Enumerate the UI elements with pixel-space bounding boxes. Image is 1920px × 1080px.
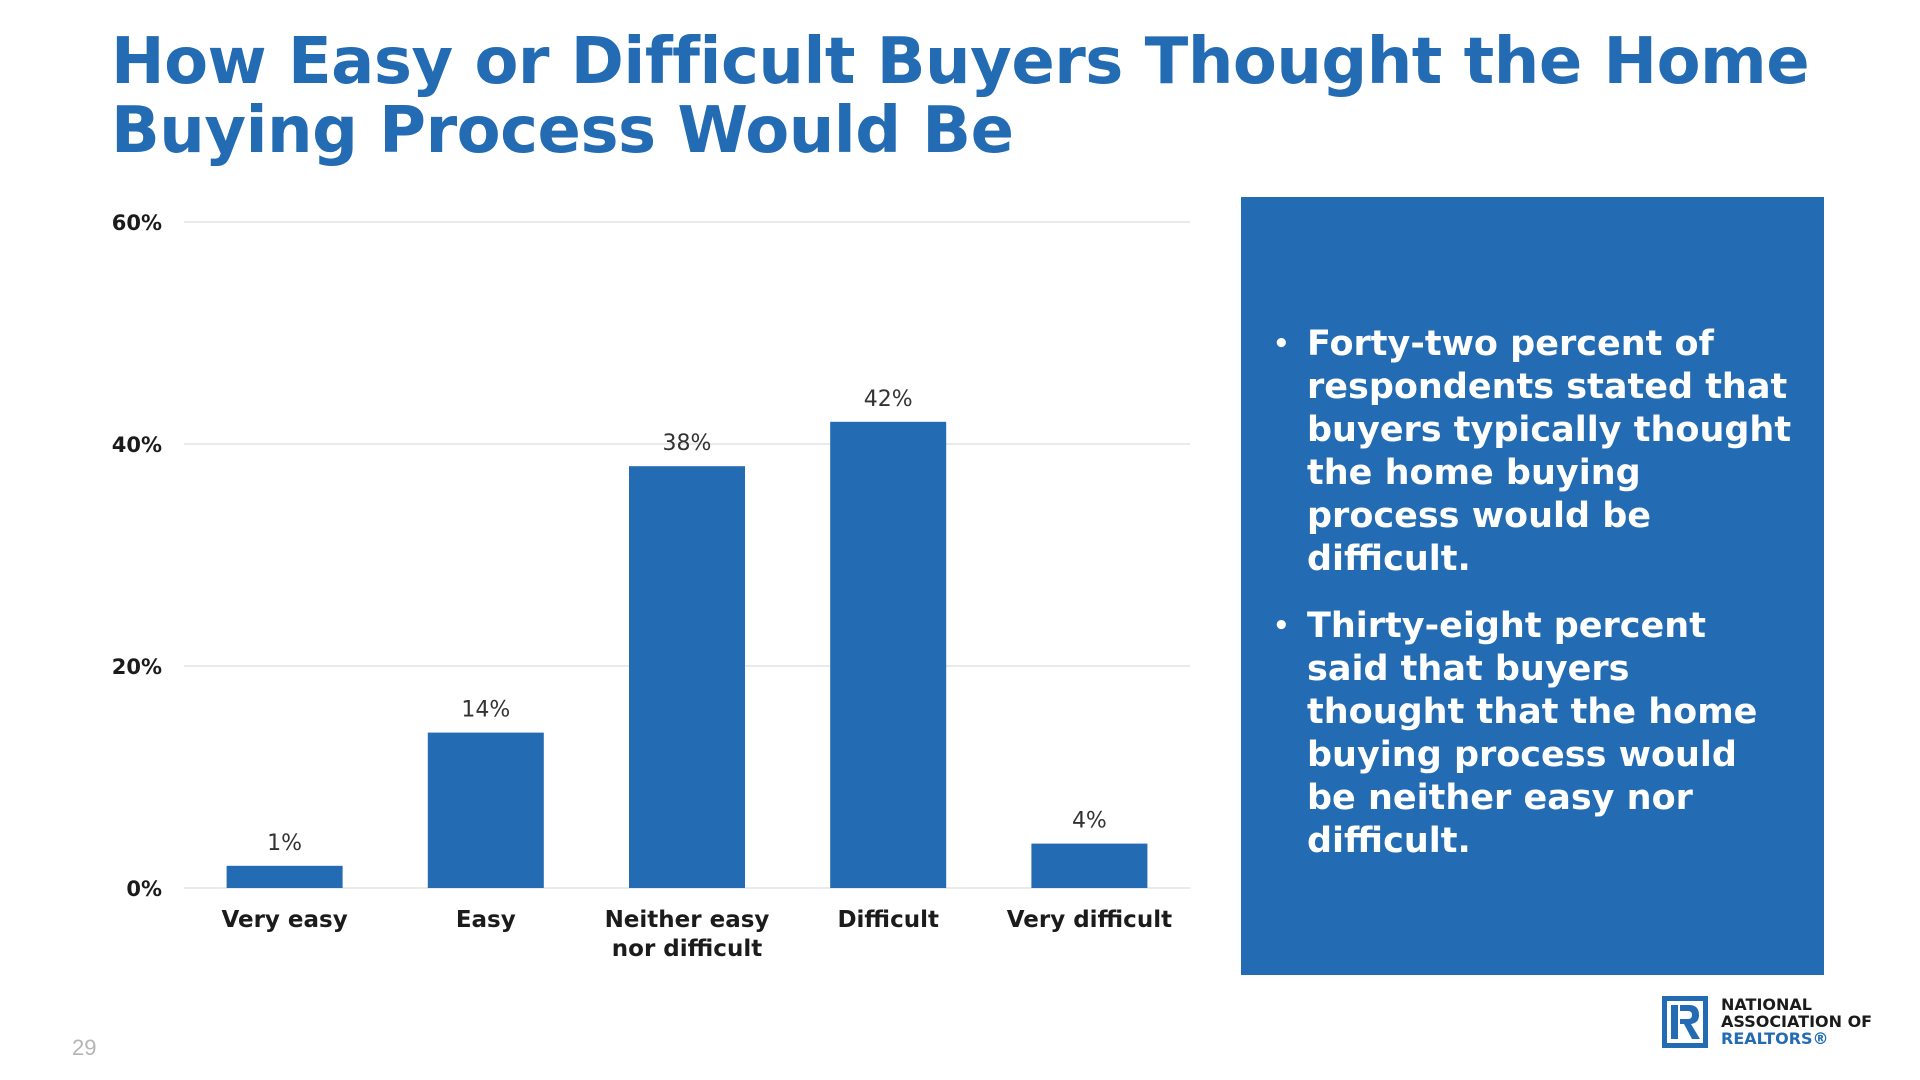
data-label: 4% bbox=[1072, 809, 1107, 834]
bullet-dot-icon: • bbox=[1273, 611, 1290, 641]
x-tick-label-line: nor difficult bbox=[612, 936, 762, 962]
bar-chart: 0% 20% 40% 60% 1% Very easy 14% Easy 38% Neither … bbox=[112, 211, 1190, 962]
callout-box: • Forty-two percent of respondents state… bbox=[1241, 197, 1824, 975]
bar-very-difficult bbox=[1031, 843, 1148, 888]
x-tick-label: Very easy bbox=[221, 907, 347, 933]
x-tick-label-line: Easy bbox=[456, 907, 516, 933]
x-tick-label-line: Difficult bbox=[837, 907, 939, 933]
logo-line-3: REALTORS® bbox=[1721, 1029, 1829, 1048]
x-tick-label: Easy bbox=[456, 907, 516, 933]
data-label: 1% bbox=[267, 831, 302, 856]
callout-bullet-list: • Forty-two percent of respondents state… bbox=[1271, 323, 1794, 863]
realtor-r-logo-icon bbox=[1662, 996, 1708, 1048]
x-tick-label-line: Neither easy bbox=[605, 907, 770, 933]
logo-line-2: ASSOCIATION OF bbox=[1721, 1012, 1873, 1031]
y-tick-label: 60% bbox=[112, 211, 162, 235]
nar-logo: NATIONAL ASSOCIATION OF REALTORS® bbox=[1662, 996, 1892, 1052]
data-label: 38% bbox=[663, 431, 712, 456]
bar-neither-easy-nor-difficult bbox=[629, 466, 745, 888]
x-tick-label: Very difficult bbox=[1007, 907, 1172, 933]
page-number: 29 bbox=[72, 1035, 97, 1060]
data-label: 42% bbox=[864, 387, 913, 412]
y-tick-label: 40% bbox=[112, 433, 162, 457]
bar-easy bbox=[427, 732, 544, 888]
x-tick-label-line: Very easy bbox=[221, 907, 347, 933]
y-tick-label: 0% bbox=[126, 877, 162, 901]
callout-bullet: • Thirty-eight percent said that buyers … bbox=[1271, 605, 1794, 863]
callout-bullet: • Forty-two percent of respondents state… bbox=[1271, 323, 1794, 581]
slide-title: How Easy or Difficult Buyers Thought the… bbox=[111, 25, 1810, 168]
y-tick-label: 20% bbox=[112, 655, 162, 679]
x-tick-label: Neither easy nor difficult bbox=[605, 907, 770, 962]
bar-very-easy bbox=[226, 865, 343, 888]
x-tick-label: Difficult bbox=[837, 907, 939, 933]
callout-bullet-text: Thirty-eight percent said that buyers th… bbox=[1307, 606, 1758, 861]
callout-bullet-text: Forty-two percent of respondents stated … bbox=[1307, 324, 1792, 579]
data-label: 14% bbox=[461, 698, 510, 723]
bullet-dot-icon: • bbox=[1273, 329, 1290, 359]
logo-line-1: NATIONAL bbox=[1721, 995, 1812, 1014]
x-tick-label-line: Very difficult bbox=[1007, 907, 1172, 933]
bar-difficult bbox=[830, 421, 947, 888]
logo-text: NATIONAL ASSOCIATION OF REALTORS® bbox=[1721, 996, 1872, 1047]
